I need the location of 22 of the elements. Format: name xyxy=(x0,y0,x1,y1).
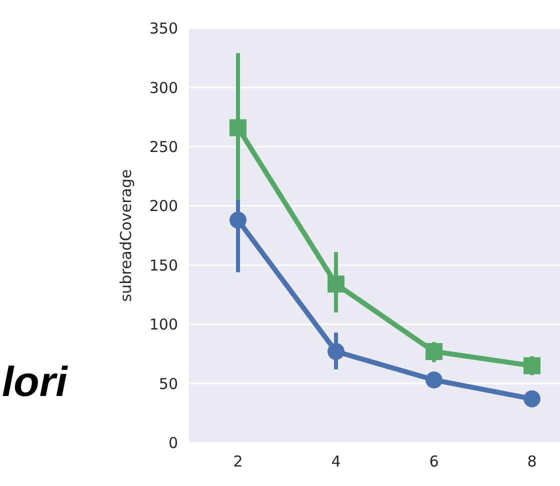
point xyxy=(524,357,540,374)
y-tick-label: 0 xyxy=(168,434,178,452)
point xyxy=(426,343,442,360)
x-tick-label: 4 xyxy=(331,452,341,471)
y-tick-label: 150 xyxy=(149,256,178,274)
point xyxy=(328,343,344,360)
y-axis-title: subreadCoverage xyxy=(117,169,135,302)
y-tick-label: 50 xyxy=(158,374,178,393)
point xyxy=(426,371,442,388)
y-tick-label: 250 xyxy=(149,138,178,156)
y-tick-label: 200 xyxy=(149,197,178,216)
text: lori xyxy=(2,358,69,405)
x-tick-label: 8 xyxy=(527,452,537,471)
x-tick-label: 2 xyxy=(233,452,243,471)
y-tick-label: 100 xyxy=(149,316,178,334)
y-tick-label: 300 xyxy=(149,78,178,97)
x-tick-label: 6 xyxy=(429,452,439,471)
point xyxy=(230,119,246,136)
point xyxy=(230,212,246,229)
point xyxy=(328,276,344,293)
point xyxy=(524,390,540,408)
y-tick-label: 350 xyxy=(149,20,178,38)
